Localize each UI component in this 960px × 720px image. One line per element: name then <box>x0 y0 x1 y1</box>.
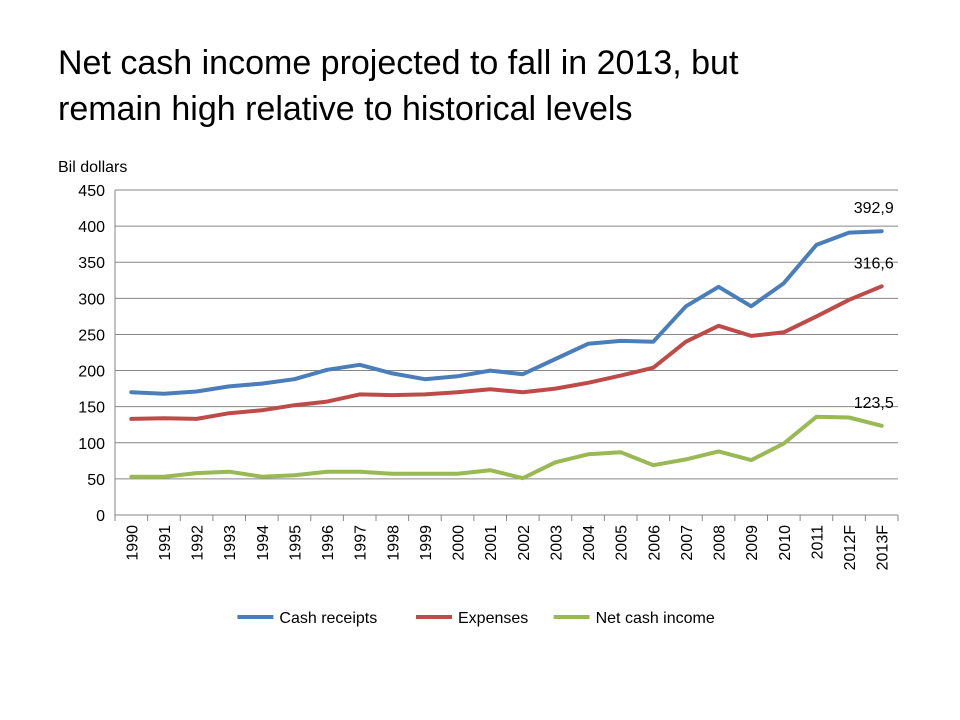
data-labels: 392,9 316,6 123,5 <box>854 200 894 412</box>
x-tick-label-1991: 1991 <box>157 525 174 561</box>
y-tick-label-0: 0 <box>96 508 105 525</box>
series-lines <box>129 229 884 481</box>
data-label-cash-receipts: 392,9 <box>854 200 894 217</box>
legend-label-net-cash-income: Net cash income <box>596 610 715 627</box>
y-tick-label-300: 300 <box>78 291 105 308</box>
x-tick-label-2013f: 2013F <box>875 525 892 571</box>
x-tick-label-2005: 2005 <box>614 525 631 561</box>
y-tick-label-50: 50 <box>87 472 105 489</box>
x-tick-label-2010: 2010 <box>777 525 794 561</box>
series-line-expenses <box>129 284 884 421</box>
y-axis-label: Bil dollars <box>58 159 127 176</box>
title-line-1: Net cash income projected to fall in 201… <box>58 44 739 82</box>
x-tick-label-2009: 2009 <box>744 525 761 561</box>
x-tick-label-1995: 1995 <box>287 525 304 561</box>
series-line-net-cash-income <box>129 414 884 481</box>
x-tick-label-2002: 2002 <box>516 525 533 561</box>
y-tick-labels: 0 50 100 150 200 250 300 350 400 450 <box>78 183 105 525</box>
x-tick-labels: 1990 1991 1992 1993 1994 1995 1996 1997 1998 1999… <box>124 525 891 571</box>
y-tick-label-350: 350 <box>78 255 105 272</box>
x-tick-label-1990: 1990 <box>124 525 141 561</box>
x-tick-label-1996: 1996 <box>320 525 337 561</box>
data-label-net-cash-income: 123,5 <box>854 395 894 412</box>
x-tick-label-2008: 2008 <box>712 525 729 561</box>
slide-title: Net cash income projected to fall in 201… <box>58 40 938 132</box>
data-label-expenses: 316,6 <box>854 255 894 272</box>
y-tick-label-250: 250 <box>78 327 105 344</box>
x-tick-label-2004: 2004 <box>581 525 598 561</box>
x-tick-label-2007: 2007 <box>679 525 696 561</box>
axes <box>114 190 899 521</box>
x-tick-label-1998: 1998 <box>385 525 402 561</box>
legend: Cash receipts Expenses Net cash income <box>237 610 715 627</box>
x-tick-label-2012f: 2012F <box>842 525 859 571</box>
series-line-cash-receipts <box>129 229 884 396</box>
x-tick-label-1993: 1993 <box>222 525 239 561</box>
legend-label-cash-receipts: Cash receipts <box>279 610 377 627</box>
x-tick-label-1999: 1999 <box>418 525 435 561</box>
x-tick-label-1997: 1997 <box>353 525 370 561</box>
y-tick-label-400: 400 <box>78 219 105 236</box>
x-tick-label-1992: 1992 <box>190 525 207 561</box>
gridlines <box>115 189 898 480</box>
x-tick-label-2003: 2003 <box>548 525 565 561</box>
x-tick-label-2006: 2006 <box>646 525 663 561</box>
title-line-2: remain high relative to historical level… <box>58 90 633 128</box>
y-tick-label-150: 150 <box>78 400 105 417</box>
x-tick-label-2011: 2011 <box>809 525 826 560</box>
legend-label-expenses: Expenses <box>458 610 528 627</box>
y-tick-label-100: 100 <box>78 436 105 453</box>
x-tick-label-2000: 2000 <box>451 525 468 561</box>
x-tick-label-2001: 2001 <box>483 525 500 561</box>
y-tick-label-450: 450 <box>78 183 105 200</box>
y-tick-label-200: 200 <box>78 364 105 381</box>
x-tick-label-1994: 1994 <box>255 525 272 561</box>
